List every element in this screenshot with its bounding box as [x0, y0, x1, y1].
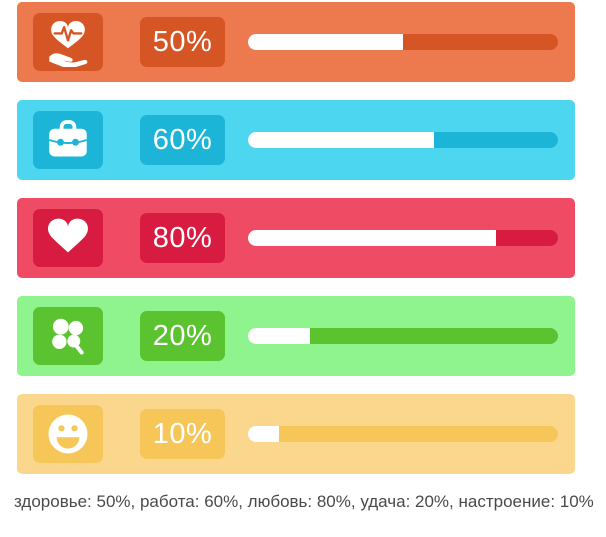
luck-progress-fill	[248, 328, 310, 344]
stat-row-luck: 20%	[17, 296, 575, 376]
love-percent-badge: 80%	[140, 213, 225, 263]
clover-icon	[52, 318, 84, 355]
stat-row-mood: 10%	[17, 394, 575, 474]
mood-progress-fill	[248, 426, 279, 442]
luck-percent-badge: 20%	[140, 311, 225, 361]
health-hand-heart-icon	[49, 21, 88, 67]
work-progress-fill	[248, 132, 434, 148]
luck-icon-tile	[33, 307, 103, 365]
health-progress-fill	[248, 34, 403, 50]
stat-row-work: 60%	[17, 100, 575, 180]
summary-caption: здоровье: 50%, работа: 60%, любовь: 80%,…	[14, 492, 594, 511]
stats-widget: 50% 60% 80% 20%	[14, 2, 594, 511]
work-progress-bar	[248, 132, 558, 148]
mood-icon-tile	[33, 405, 103, 463]
stat-row-health: 50%	[17, 2, 575, 82]
mood-percent-badge: 10%	[140, 409, 225, 459]
stat-row-love: 80%	[17, 198, 575, 278]
love-progress-bar	[248, 230, 558, 246]
work-percent-badge: 60%	[140, 115, 225, 165]
work-icon-tile	[33, 111, 103, 169]
luck-progress-bar	[248, 328, 558, 344]
heart-icon	[48, 218, 88, 253]
briefcase-icon	[48, 120, 88, 157]
health-percent-badge: 50%	[140, 17, 225, 67]
health-icon-tile	[33, 13, 103, 71]
smiley-icon	[48, 414, 88, 454]
love-icon-tile	[33, 209, 103, 267]
love-progress-fill	[248, 230, 496, 246]
health-progress-bar	[248, 34, 558, 50]
mood-progress-bar	[248, 426, 558, 442]
